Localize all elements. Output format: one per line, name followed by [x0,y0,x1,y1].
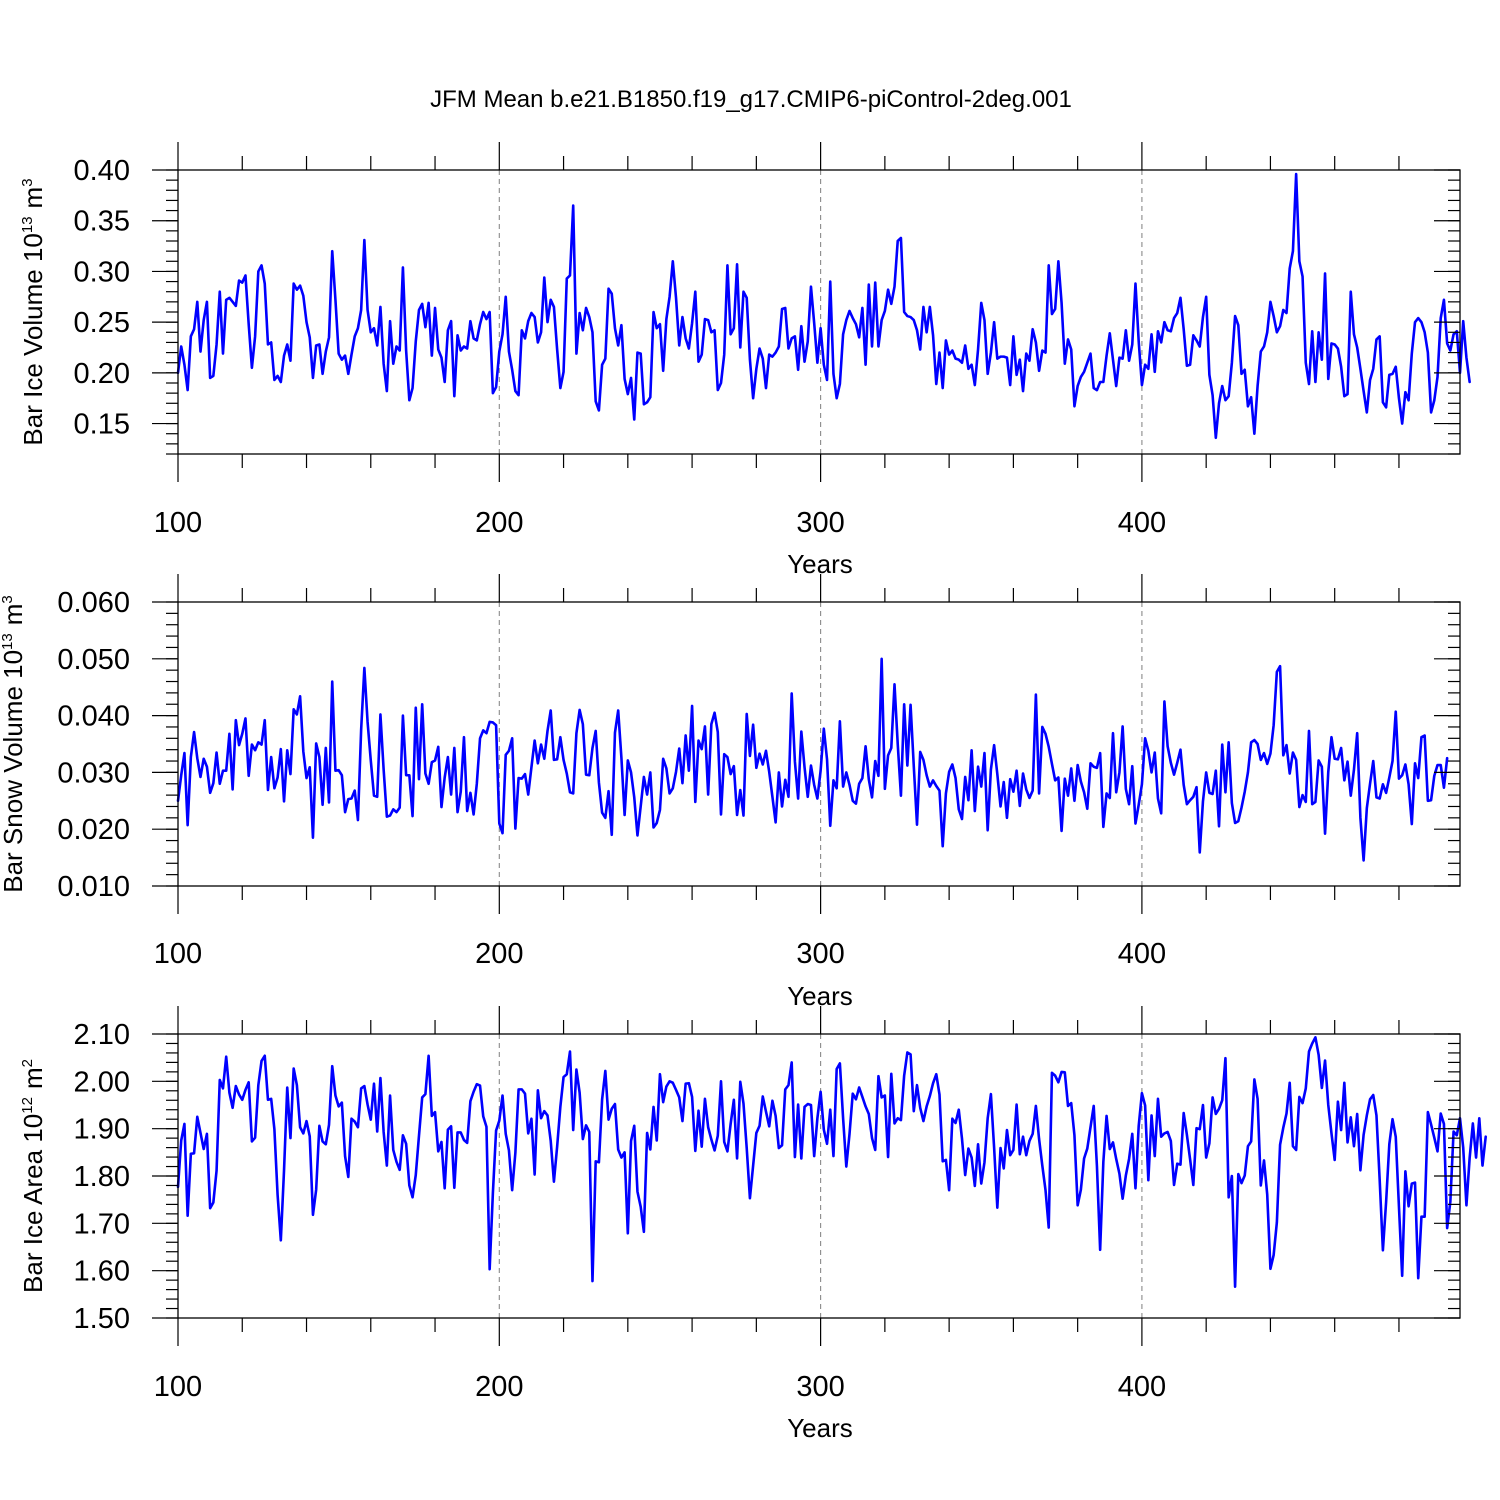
series-line [176,657,1449,862]
panel-ice-volume: 100 200 300 400 Years 0.15 0.20 0.25 0.30 0.35 0.4… [18,142,1471,579]
y-tick-label: 0.40 [74,155,130,187]
y-axis-label-exponent: 13 [0,633,16,650]
y-tick-label: 0.060 [57,587,130,619]
plot-frame [177,601,1461,887]
y-tick-label: 0.040 [57,701,130,733]
x-tick-label: 100 [154,938,202,970]
y-tick-label: 1.50 [74,1303,130,1335]
panel-snow-volume: 100 200 300 400 Years 0.010 0.020 0.030 0.040 0.0… [0,574,1461,1011]
y-tick-label: 0.25 [74,307,130,339]
x-tick-label: 400 [1118,1371,1166,1403]
y-axis-label-text: Bar Snow Volume 10 [0,650,28,893]
y-axis-label: Bar Ice Area 1012 m2 [18,1059,48,1293]
figure-title: JFM Mean b.e21.B1850.f19_g17.CMIP6-piCon… [430,86,1072,113]
x-tick-label: 300 [796,1371,844,1403]
y-axis-label-unit-exponent: 3 [0,595,16,603]
y-axis-label-exponent: 12 [19,1097,36,1114]
series-line [176,172,1471,440]
y-axis-label-unit-exponent: 3 [19,178,36,186]
y-tick-label: 0.15 [74,409,130,441]
y-tick-label: 0.30 [74,256,130,288]
x-tick-label: 200 [475,507,523,539]
x-axis-label: Years [787,981,853,1011]
y-tick-label: 0.010 [57,871,130,903]
y-axis-label-unit: m [0,604,28,626]
y-tick-label: 1.60 [74,1256,130,1288]
x-tick-label: 400 [1118,507,1166,539]
y-tick-label: 0.020 [57,814,130,846]
y-tick-label: 0.030 [57,757,130,789]
y-axis-label-text: Bar Ice Area 10 [18,1114,48,1293]
y-axis-label: Bar Ice Volume 1013 m3 [18,178,48,445]
x-tick-label: 300 [796,507,844,539]
y-axis-label-unit: m [18,1067,48,1089]
x-tick-label: 100 [154,1371,202,1403]
y-axis-label: Bar Snow Volume 1013 m3 [0,595,28,893]
x-axis-label: Years [787,549,853,579]
series-line [176,1036,1487,1289]
x-tick-label: 300 [796,938,844,970]
y-tick-label: 2.00 [74,1066,130,1098]
y-axis-label-unit-exponent: 2 [19,1059,36,1067]
plot-frame [177,169,1461,455]
y-axis-label-exponent: 13 [19,216,36,233]
x-tick-label: 100 [154,507,202,539]
x-axis-label: Years [787,1413,853,1443]
y-tick-label: 1.80 [74,1161,130,1193]
y-axis-label-text: Bar Ice Volume 10 [18,233,48,445]
y-tick-label: 0.35 [74,206,130,238]
y-axis-label-unit: m [18,187,48,209]
x-tick-label: 400 [1118,938,1166,970]
y-tick-label: 0.050 [57,644,130,676]
x-tick-label: 200 [475,938,523,970]
panel-ice-area: 100 200 300 400 Years 1.50 1.60 1.70 1.80 1.90 2.0… [18,1006,1487,1443]
y-tick-label: 0.20 [74,358,130,390]
y-tick-label: 1.90 [74,1114,130,1146]
y-tick-label: 1.70 [74,1208,130,1240]
y-tick-label: 2.10 [74,1019,130,1051]
plot-frame [177,1033,1461,1319]
x-tick-label: 200 [475,1371,523,1403]
